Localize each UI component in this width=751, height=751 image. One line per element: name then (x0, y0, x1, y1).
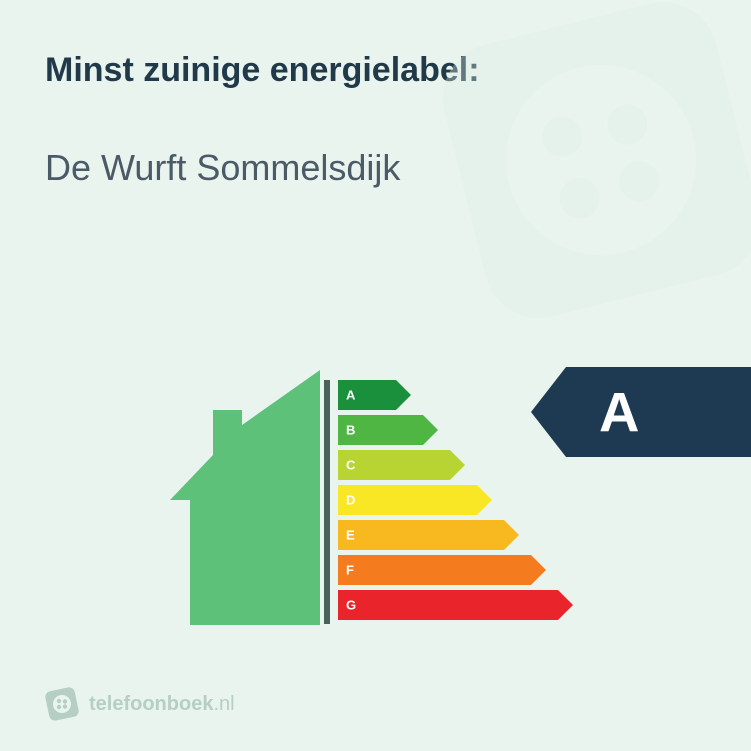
badge-shape (531, 367, 751, 457)
bar-shape (338, 590, 573, 620)
bar-shape (338, 485, 492, 515)
footer-brand: telefoonboek (89, 693, 213, 715)
footer-text: telefoonboek.nl (89, 693, 235, 716)
bar-label: C (346, 458, 355, 473)
chart-axis (324, 380, 330, 624)
rating-badge: A (531, 367, 751, 457)
bar-label: D (346, 493, 355, 508)
energy-label-card: Minst zuinige energielabel: De Wurft Som… (0, 0, 751, 751)
footer: telefoonboek.nl (45, 687, 235, 721)
bar-label: B (346, 423, 355, 438)
bar-label: E (346, 528, 355, 543)
bar-shape (338, 520, 519, 550)
house-icon (170, 370, 320, 625)
badge-letter: A (599, 380, 639, 445)
card-title: Minst zuinige energielabel: (45, 50, 706, 91)
footer-logo-icon (45, 687, 79, 721)
bar-label: G (346, 598, 356, 613)
bar-shape (338, 450, 465, 480)
bar-label: F (346, 563, 354, 578)
bar-shape (338, 555, 546, 585)
bar-label: A (346, 388, 355, 403)
footer-tld: .nl (213, 693, 234, 715)
energy-chart: A B C D E F G (170, 370, 590, 630)
card-subtitle: De Wurft Sommelsdijk (45, 146, 706, 189)
